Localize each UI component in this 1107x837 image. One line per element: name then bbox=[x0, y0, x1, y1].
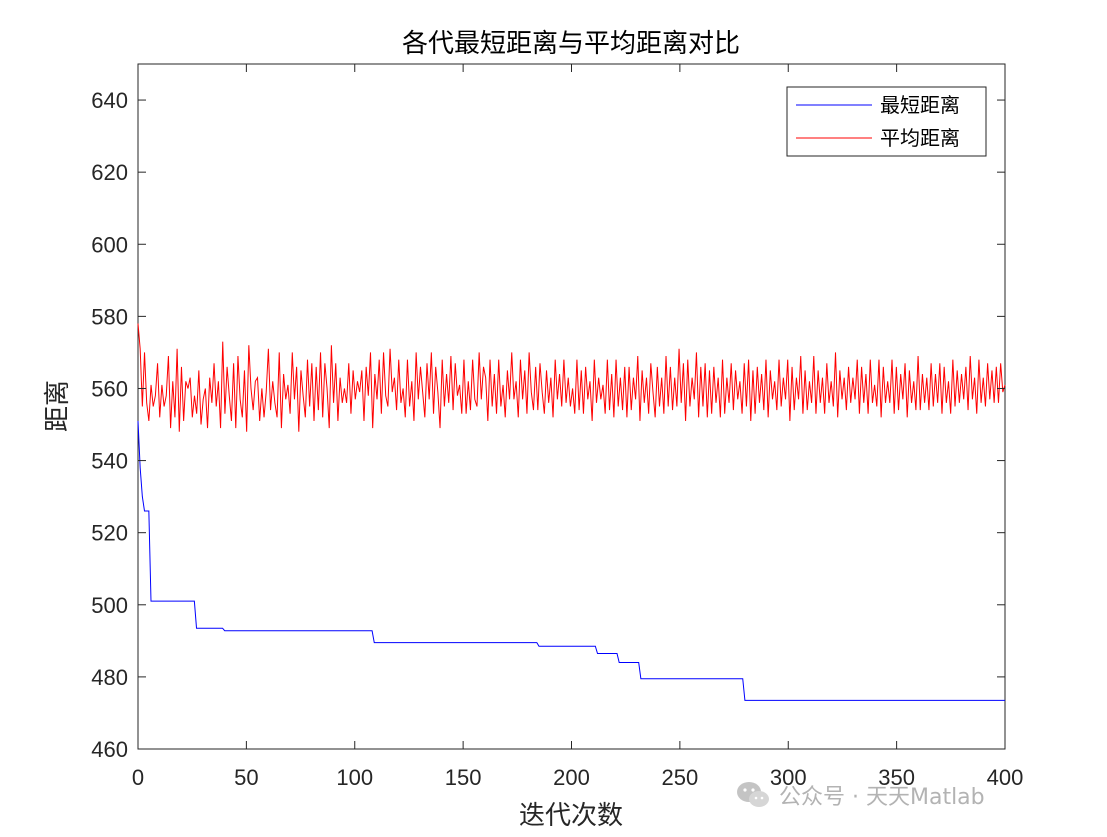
y-tick-label: 460 bbox=[91, 737, 128, 762]
x-tick-label: 250 bbox=[662, 765, 699, 790]
series-line-shortest bbox=[137, 420, 1005, 701]
y-tick-label: 560 bbox=[91, 376, 128, 401]
y-tick-label: 580 bbox=[91, 304, 128, 329]
x-tick-label: 400 bbox=[987, 765, 1024, 790]
y-tick-label: 620 bbox=[91, 160, 128, 185]
series-line-average bbox=[137, 323, 1006, 432]
x-tick-label: 50 bbox=[234, 765, 258, 790]
series-layer bbox=[137, 323, 1006, 701]
x-tick-label: 200 bbox=[553, 765, 590, 790]
y-tick-label: 500 bbox=[91, 593, 128, 618]
ticks-layer: 0 50 100 150 200 250 300 350 400 460 480 500 520 540 5… bbox=[91, 64, 1023, 790]
legend-box bbox=[786, 86, 987, 157]
x-axis-label: 迭代次数 bbox=[519, 801, 623, 831]
wechat-icon bbox=[737, 782, 769, 807]
y-tick-label: 520 bbox=[91, 521, 128, 546]
legend-label-average: 平均距离 bbox=[880, 126, 960, 150]
y-tick-label: 600 bbox=[91, 232, 128, 257]
y-tick-label: 480 bbox=[91, 665, 128, 690]
x-tick-label: 100 bbox=[336, 765, 373, 790]
legend: 最短距离 平均距离 bbox=[786, 86, 987, 157]
legend-label-shortest: 最短距离 bbox=[880, 93, 960, 117]
x-tick-label: 300 bbox=[770, 765, 807, 790]
x-tick-label: 350 bbox=[878, 765, 915, 790]
y-tick-label: 640 bbox=[91, 88, 128, 113]
x-tick-label: 0 bbox=[132, 765, 144, 790]
y-tick-label: 540 bbox=[91, 449, 128, 474]
y-axis-label: 距离 bbox=[43, 380, 73, 432]
watermark-text: 公众号 · 天天Matlab bbox=[779, 785, 985, 810]
watermark: 公众号 · 天天Matlab bbox=[735, 778, 985, 812]
x-tick-label: 150 bbox=[445, 765, 482, 790]
chart-title: 各代最短距离与平均距离对比 bbox=[402, 29, 740, 59]
